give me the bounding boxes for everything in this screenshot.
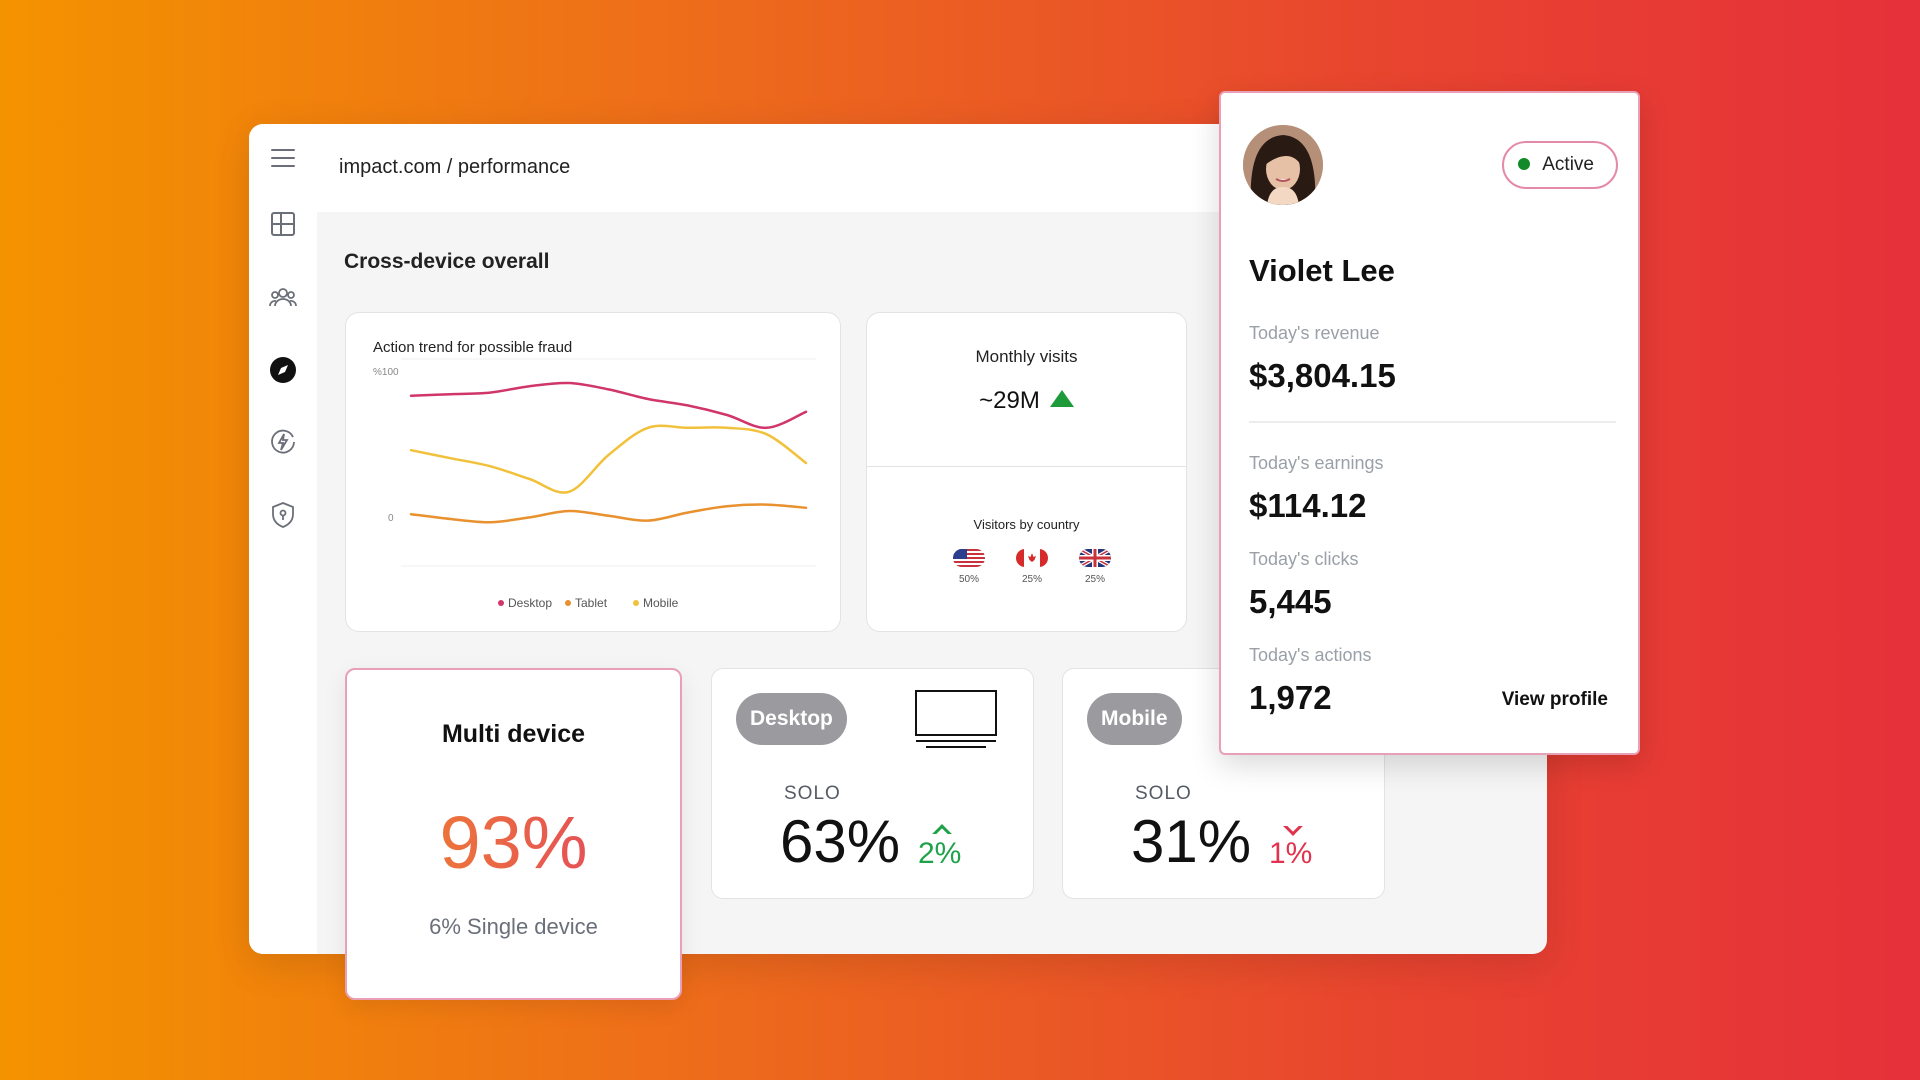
mobile-pill[interactable]: Mobile [1087, 693, 1182, 745]
series-line-mobile [409, 424, 808, 494]
legend-dot-tablet [565, 600, 571, 606]
fraud-chart: %100 0 Desktop Tablet Mobile [373, 358, 816, 610]
avatar[interactable] [1243, 125, 1323, 205]
desktop-pill[interactable]: Desktop [736, 693, 847, 745]
country-us: 50% [949, 549, 989, 585]
sidebar [249, 124, 317, 954]
compass-icon[interactable] [267, 354, 299, 386]
us-flag-icon [953, 549, 985, 567]
multi-device-card: Multi device 93% 6% Single device [345, 668, 682, 1000]
ca-flag-icon [1016, 549, 1048, 567]
desktop-solo-value: 63% [780, 808, 901, 875]
trend-up-icon [1049, 390, 1074, 407]
dashboard-icon[interactable] [267, 208, 299, 240]
section-title: Cross-device overall [344, 250, 550, 273]
earnings-value: $114.12 [1249, 487, 1367, 524]
lightning-icon[interactable] [267, 426, 299, 458]
status-text: Active [1542, 154, 1594, 175]
earnings-label: Today's earnings [1249, 453, 1384, 473]
revenue-value: $3,804.15 [1249, 357, 1396, 394]
desktop-solo-label: SOLO [784, 783, 841, 804]
mobile-solo-label: SOLO [1135, 783, 1192, 804]
down-chevron-icon [1283, 816, 1303, 836]
profile-card: Active Violet Lee Today's revenue $3,804… [1219, 91, 1640, 755]
country-uk-pct: 25% [1084, 574, 1105, 585]
monthly-visits-label: Monthly visits [975, 347, 1078, 366]
profile-name: Violet Lee [1249, 253, 1395, 288]
mobile-delta: 1% [1269, 837, 1313, 870]
status-dot-icon [1518, 158, 1531, 170]
monitor-icon [915, 690, 997, 748]
legend-label-tablet: Tablet [575, 596, 608, 610]
multi-device-value: 93% [347, 800, 680, 885]
country-ca-pct: 25% [1021, 574, 1042, 585]
legend-label-mobile: Mobile [643, 596, 679, 610]
legend-label-desktop: Desktop [508, 596, 552, 610]
multi-device-title: Multi device [441, 720, 586, 748]
clicks-label: Today's clicks [1249, 549, 1359, 569]
menu-icon[interactable] [267, 142, 299, 174]
visits-summary: Monthly visits ~29M [867, 313, 1186, 467]
series-line-tablet [409, 503, 808, 524]
uk-flag-icon [1079, 549, 1111, 567]
single-device-subtitle: 6% Single device [429, 914, 598, 939]
chart-title: Action trend for possible fraud [373, 339, 573, 356]
desktop-card: Desktop SOLO 63% 2% [711, 668, 1034, 899]
country-uk: 25% [1075, 549, 1115, 585]
actions-label: Today's actions [1249, 645, 1372, 665]
visitors-by-country-label: Visitors by country [973, 517, 1080, 532]
users-icon[interactable] [267, 281, 299, 313]
y-tick-label: %100 [373, 367, 399, 378]
divider [1249, 421, 1616, 423]
shield-icon[interactable] [267, 499, 299, 531]
desktop-delta: 2% [918, 837, 962, 870]
series-line-desktop [409, 381, 808, 430]
fraud-chart-card: Action trend for possible fraud %100 0 Des… [345, 312, 841, 632]
breadcrumb[interactable]: impact.com / performance [339, 156, 571, 178]
monthly-visits-number: ~29M [979, 387, 1040, 414]
legend-dot-desktop [498, 600, 504, 606]
country-ca: 25% [1012, 549, 1052, 585]
mobile-solo-value: 31% [1131, 808, 1252, 875]
monthly-visits-value: ~29M [867, 387, 1186, 415]
country-us-pct: 50% [958, 574, 979, 585]
y-tick-label: 0 [388, 513, 394, 524]
actions-value: 1,972 [1249, 679, 1332, 716]
view-profile-link[interactable]: View profile [1501, 689, 1608, 710]
legend-dot-mobile [633, 600, 639, 606]
status-badge[interactable]: Active [1502, 141, 1618, 189]
revenue-label: Today's revenue [1249, 323, 1380, 343]
clicks-value: 5,445 [1249, 583, 1332, 620]
monthly-visits-card: Monthly visits ~29M Visitors by country … [866, 312, 1187, 632]
